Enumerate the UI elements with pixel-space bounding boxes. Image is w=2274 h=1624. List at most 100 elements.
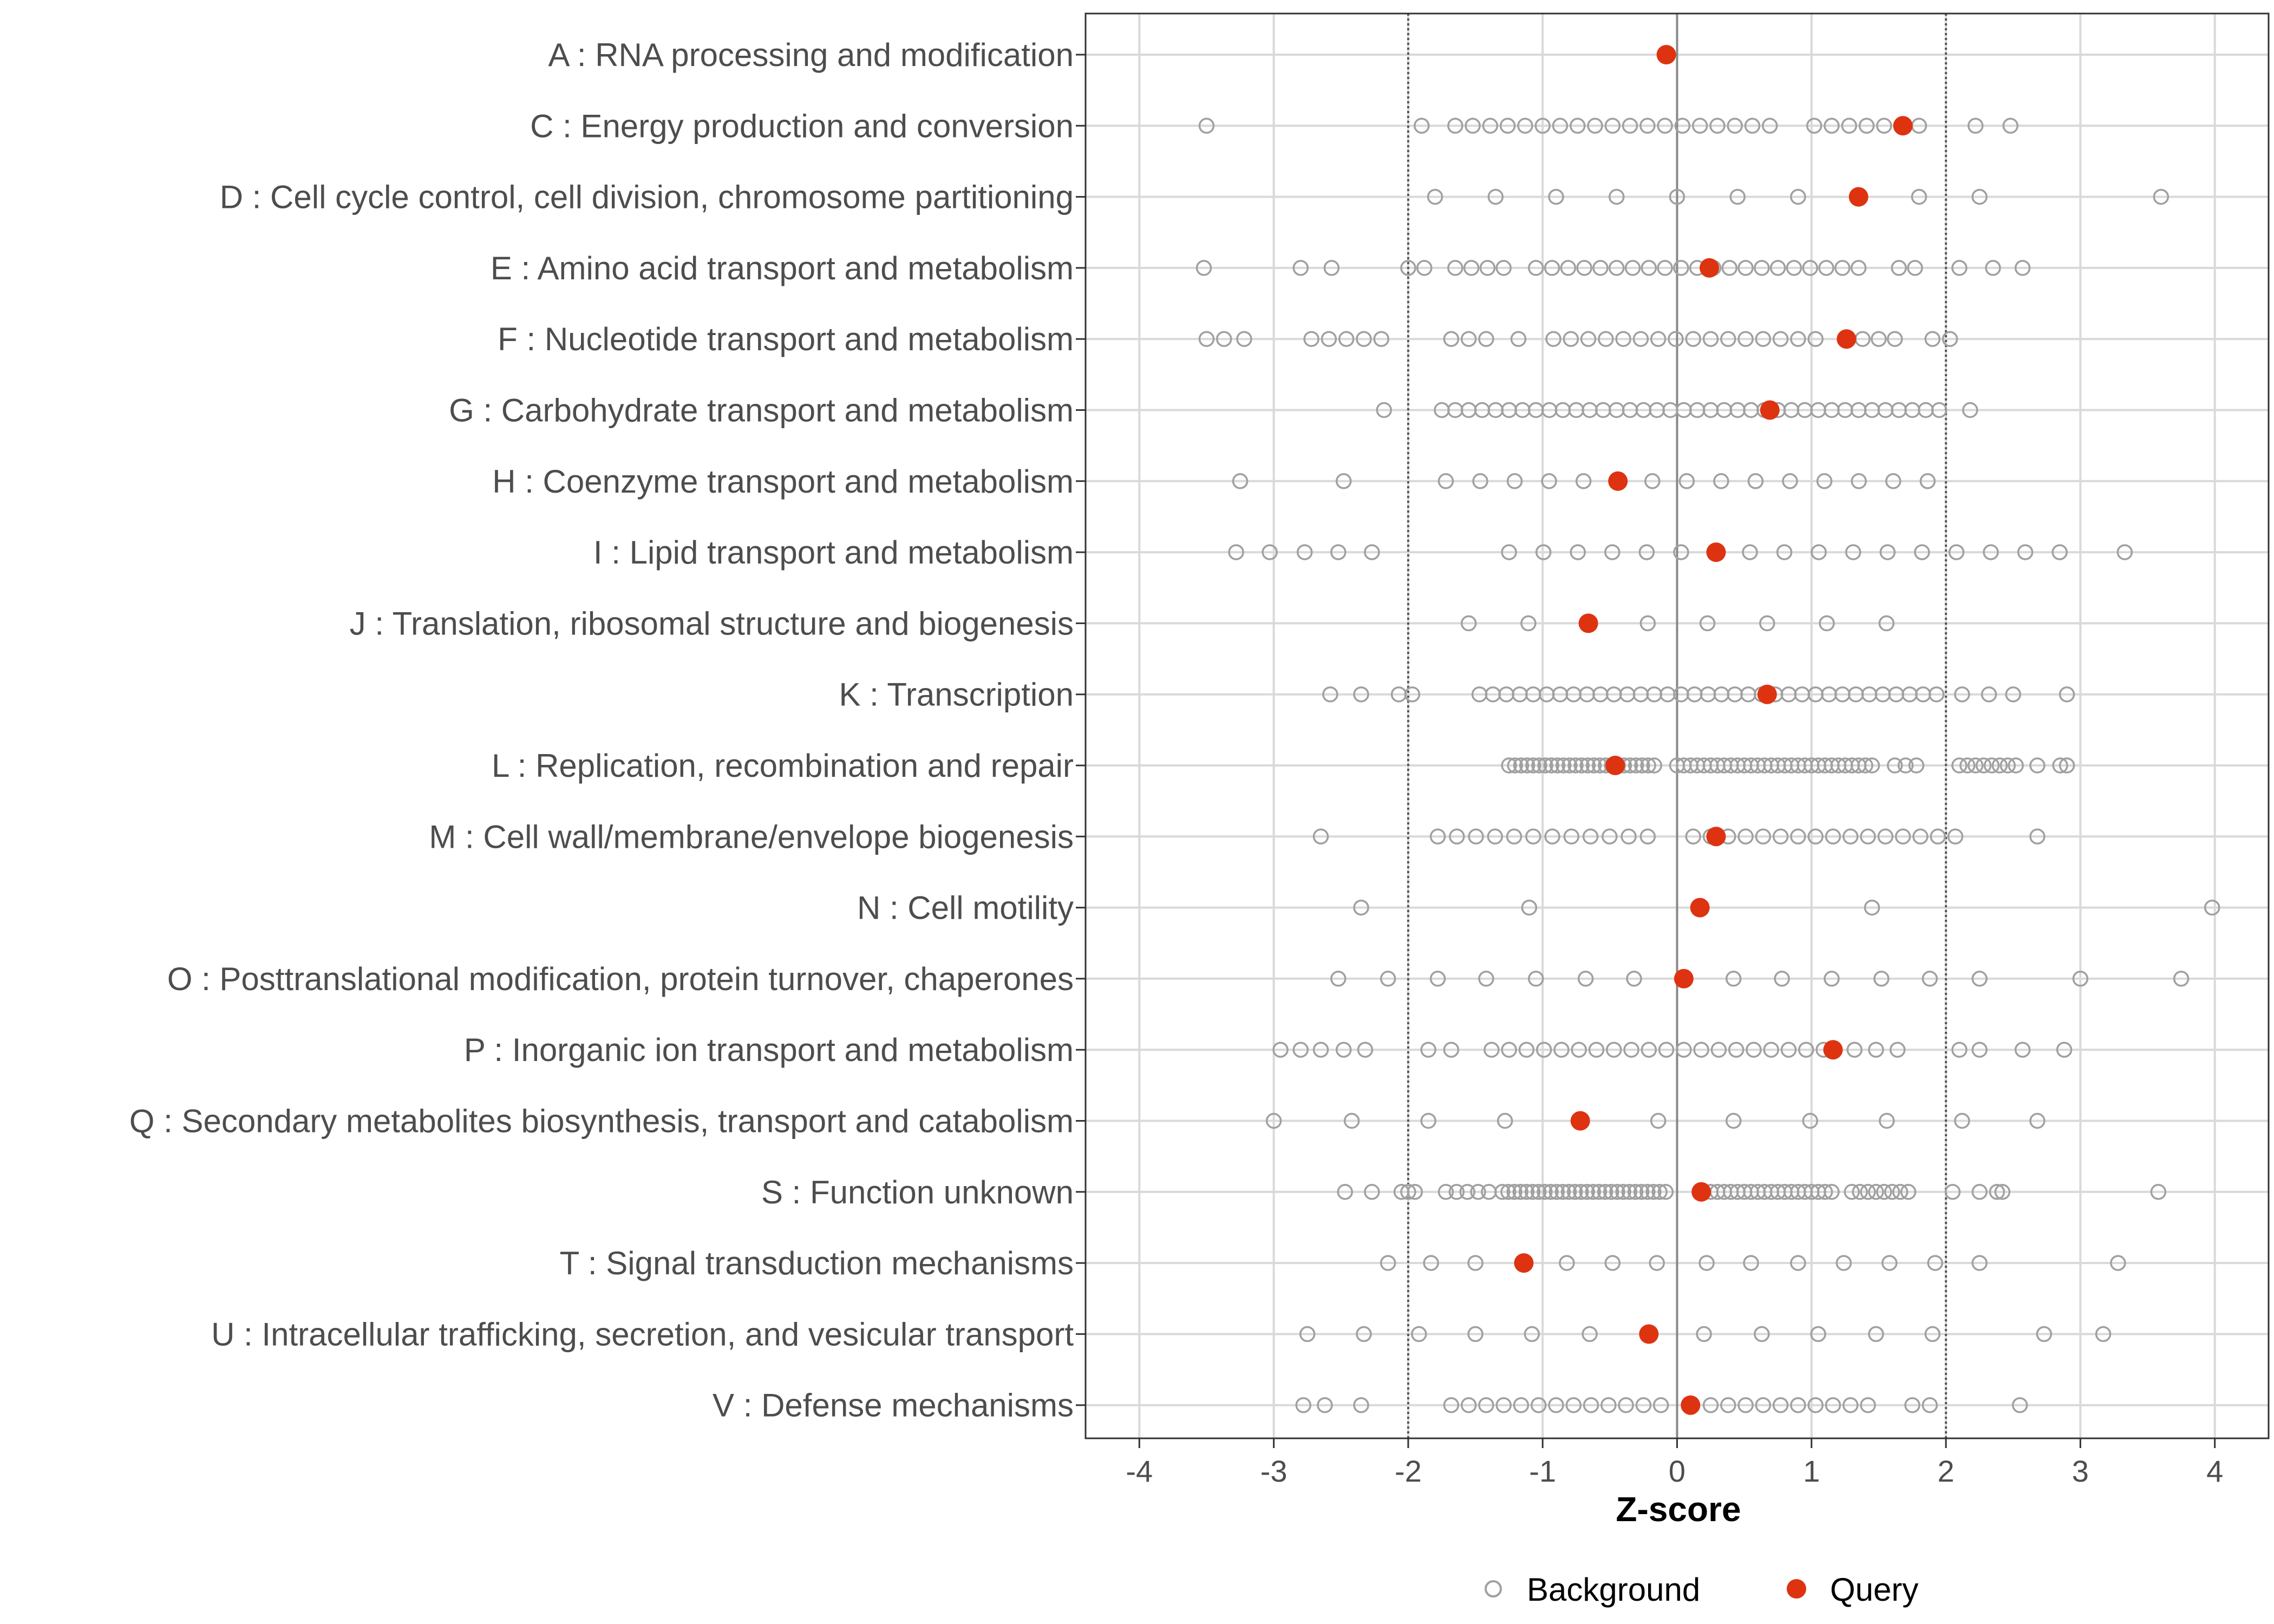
background-point xyxy=(1198,331,1215,347)
background-point xyxy=(1951,757,1968,774)
background-point xyxy=(1824,1184,1840,1200)
background-point xyxy=(1467,1255,1484,1271)
background-point xyxy=(1886,331,1903,347)
background-point xyxy=(1851,473,1867,489)
category-label: S : Function unknown xyxy=(761,1174,1074,1210)
background-point xyxy=(1635,1397,1652,1413)
background-point xyxy=(1640,757,1656,774)
background-point xyxy=(1335,1042,1352,1058)
background-point xyxy=(1842,1397,1859,1413)
background-point xyxy=(1587,117,1603,134)
background-point xyxy=(1420,1112,1436,1129)
query-point xyxy=(1608,471,1628,491)
background-point xyxy=(1673,544,1689,560)
background-point xyxy=(1487,828,1504,845)
background-point xyxy=(1543,757,1560,774)
background-point xyxy=(1561,757,1578,774)
background-point xyxy=(1598,331,1614,347)
background-point xyxy=(1449,828,1465,845)
background-point xyxy=(1638,544,1655,560)
background-point xyxy=(1786,260,1802,276)
background-point xyxy=(1776,544,1793,560)
background-point xyxy=(1323,260,1340,276)
background-point xyxy=(1924,1326,1941,1343)
x-tick-label: 2 xyxy=(1938,1454,1955,1488)
background-point xyxy=(1673,260,1689,276)
background-point xyxy=(1411,1326,1427,1343)
query-point xyxy=(1700,258,1720,278)
background-point xyxy=(1726,971,1742,987)
background-point xyxy=(1928,686,1945,703)
background-point xyxy=(1579,757,1596,774)
query-point xyxy=(1706,542,1726,562)
x-tick-label: 1 xyxy=(1803,1454,1820,1488)
background-points xyxy=(1195,117,2220,1413)
background-point xyxy=(2153,188,2170,205)
background-point xyxy=(1954,686,1970,703)
background-point xyxy=(1658,1042,1675,1058)
background-point xyxy=(1499,117,1516,134)
background-point xyxy=(1650,1112,1667,1129)
background-point xyxy=(1549,757,1566,774)
background-point xyxy=(1460,1397,1477,1413)
background-point xyxy=(1429,828,1446,845)
background-point xyxy=(1376,402,1392,418)
background-point xyxy=(1819,615,1835,632)
background-point xyxy=(1600,1397,1617,1413)
background-point xyxy=(2017,544,2034,560)
background-point xyxy=(1782,473,1798,489)
background-point xyxy=(2014,1042,2031,1058)
background-point xyxy=(1470,1184,1486,1200)
background-point xyxy=(1971,971,1988,987)
background-point xyxy=(1737,1397,1754,1413)
background-point xyxy=(1657,260,1673,276)
query-point xyxy=(1757,684,1777,704)
background-point xyxy=(1460,615,1477,632)
background-point xyxy=(1513,1397,1530,1413)
x-tick-label: -1 xyxy=(1529,1454,1556,1488)
background-point xyxy=(1479,260,1496,276)
background-point xyxy=(1930,828,1946,845)
background-point xyxy=(1649,1255,1665,1271)
background-point xyxy=(1295,1397,1311,1413)
background-point xyxy=(1967,757,1984,774)
category-label: G : Carbohydrate transport and metabolis… xyxy=(449,392,1074,429)
background-point xyxy=(1299,1326,1316,1343)
category-label: C : Energy production and conversion xyxy=(530,108,1074,144)
query-point xyxy=(1578,613,1598,633)
background-point xyxy=(1696,1326,1712,1343)
background-point xyxy=(1824,971,1840,987)
background-point xyxy=(1467,1326,1484,1343)
x-tick-label: 4 xyxy=(2206,1454,2223,1488)
background-point xyxy=(1338,331,1355,347)
background-point xyxy=(1337,1184,1353,1200)
category-label: P : Inorganic ion transport and metaboli… xyxy=(464,1032,1074,1068)
background-point xyxy=(1364,544,1380,560)
background-point xyxy=(2052,757,2068,774)
background-point xyxy=(1709,117,1726,134)
background-point xyxy=(1951,1042,1968,1058)
background-point xyxy=(1892,1184,1909,1200)
legend-query-marker xyxy=(1787,1579,1806,1599)
background-point xyxy=(1999,757,2016,774)
background-point xyxy=(1737,331,1754,347)
background-point xyxy=(1603,1184,1619,1200)
background-point xyxy=(1478,331,1494,347)
background-point xyxy=(1364,1184,1380,1200)
background-point xyxy=(1891,260,1907,276)
background-point xyxy=(1321,331,1337,347)
background-point xyxy=(1657,117,1673,134)
background-point xyxy=(2173,971,2190,987)
background-point xyxy=(1981,686,1997,703)
background-point xyxy=(1604,1255,1621,1271)
background-point xyxy=(1353,686,1369,703)
background-point xyxy=(1609,1184,1625,1200)
background-point xyxy=(1544,828,1560,845)
background-point xyxy=(1265,1112,1282,1129)
background-point xyxy=(1755,828,1772,845)
background-point xyxy=(1497,1112,1513,1129)
background-point xyxy=(1623,1042,1639,1058)
background-point xyxy=(1971,1184,1988,1200)
background-point xyxy=(1807,331,1824,347)
background-point xyxy=(1296,544,1313,560)
